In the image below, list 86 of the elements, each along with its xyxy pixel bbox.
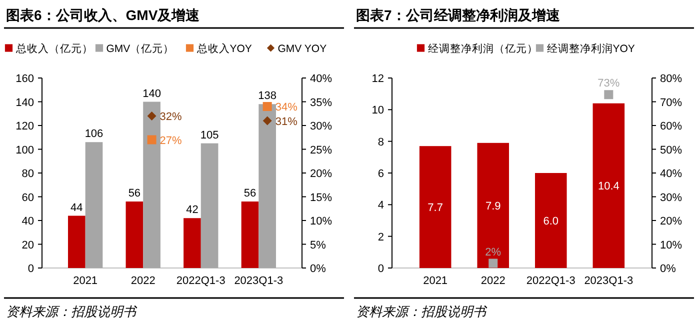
text: 资料来源：招股说明书 (356, 304, 488, 319)
y-tick-label: 4 (378, 200, 384, 212)
bar (258, 104, 276, 268)
x-tick-label: 2023Q1-3 (584, 275, 634, 287)
data-label: 31% (275, 116, 298, 128)
y-tick-label: 8 (378, 136, 384, 148)
y-tick-label: 0 (378, 263, 384, 275)
legend-label: 经调整净利润YOY (546, 42, 635, 55)
data-label: 73% (598, 78, 620, 90)
data-label: 27% (160, 134, 182, 147)
x-tick-label: 2023Q1-3 (234, 275, 284, 287)
y-tick-label: 80 (22, 168, 34, 180)
point (147, 135, 156, 144)
y2-tick-label: 50% (660, 144, 682, 156)
bar (184, 218, 201, 268)
x-tick-label: 2022Q1-3 (526, 275, 576, 287)
y2-tick-label: 0% (660, 263, 676, 275)
y2-tick-label: 10% (660, 239, 682, 252)
y2-tick-label: 20% (660, 216, 682, 228)
y2-tick-label: 30% (310, 120, 332, 132)
data-label: 7.9 (485, 200, 501, 212)
data-label: 138 (258, 90, 277, 102)
y-tick-label: 2 (378, 231, 384, 244)
legend-label: 总收入（亿元） (14, 42, 93, 55)
bar (126, 202, 144, 268)
y2-tick-label: 15% (310, 192, 332, 204)
y2-tick-label: 0% (310, 263, 326, 275)
y2-tick-label: 5% (310, 239, 326, 252)
x-tick-label: 2022 (130, 275, 156, 287)
y-tick-label: 6 (378, 168, 384, 180)
bar (419, 146, 452, 268)
point (147, 112, 156, 120)
y-tick-label: 10 (372, 104, 384, 117)
data-label: 56 (128, 188, 141, 200)
bar (200, 143, 218, 268)
chart-title: 图表7：公司经调整净利润及增速 (356, 7, 561, 23)
y2-tick-label: 40% (310, 73, 332, 85)
y-tick-label: 100 (16, 144, 34, 156)
y-tick-label: 60 (22, 192, 34, 204)
data-label: 140 (142, 88, 161, 100)
y2-tick-label: 40% (660, 168, 682, 180)
y2-tick-label: 60% (660, 120, 682, 132)
data-label: 34% (275, 102, 298, 114)
data-label: 6.0 (543, 216, 559, 228)
y-tick-label: 40 (22, 216, 34, 228)
legend-label: GMV YOY (278, 43, 327, 55)
y2-tick-label: 35% (310, 96, 332, 109)
x-tick-label: 2022 (480, 275, 506, 287)
y2-tick-label: 70% (660, 96, 682, 109)
data-label: 32% (160, 111, 182, 123)
data-label: 7.7 (428, 202, 443, 214)
y-tick-label: 20 (22, 239, 34, 252)
data-label: 10.4 (598, 180, 620, 193)
y-tick-label: 140 (16, 96, 34, 109)
point (262, 116, 272, 126)
bar (85, 142, 103, 268)
y2-tick-label: 80% (660, 73, 682, 85)
data-label: 105 (200, 129, 219, 142)
bar (592, 103, 625, 268)
y-tick-label: 12 (372, 73, 384, 85)
text: 资料来源：招股说明书 (6, 304, 138, 319)
data-label: 106 (84, 128, 104, 140)
bar (68, 216, 86, 268)
y2-tick-label: 20% (310, 168, 332, 180)
point (262, 102, 272, 111)
chart-title: 图表6：公司收入、GMV及增速 (6, 7, 201, 23)
legend-label: GMV（亿元） (106, 43, 174, 55)
bar (477, 142, 509, 268)
x-tick-label: 2021 (423, 275, 448, 287)
y2-tick-label: 10% (310, 216, 332, 228)
legend-label: 总收入YOY (196, 42, 252, 55)
data-label: 56 (244, 188, 256, 200)
x-tick-label: 2021 (73, 275, 98, 287)
y-tick-label: 120 (16, 120, 34, 132)
data-label: 44 (70, 202, 83, 214)
y2-tick-label: 25% (310, 144, 332, 156)
y-tick-label: 0 (28, 263, 34, 275)
legend-label: 经调整净利润（亿元） (428, 42, 538, 55)
data-label: 42 (186, 204, 198, 216)
y-tick-label: 160 (16, 73, 34, 85)
y2-tick-label: 30% (660, 192, 682, 204)
bar (241, 202, 259, 268)
bar (535, 173, 567, 268)
x-tick-label: 2022Q1-3 (176, 275, 226, 287)
data-label: 2% (485, 246, 502, 258)
bar (143, 102, 160, 268)
